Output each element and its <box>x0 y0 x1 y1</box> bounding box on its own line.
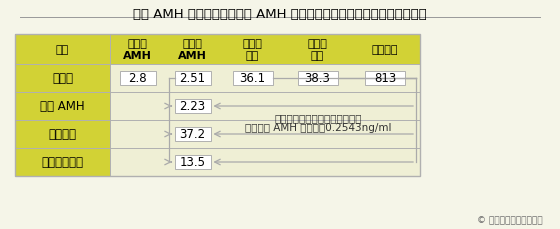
Text: 13.5: 13.5 <box>180 156 206 169</box>
Text: 生産前
年齢: 生産前 年齢 <box>242 39 263 60</box>
Text: 年齢と間隔から導かれる理論値: 年齢と間隔から導かれる理論値 <box>274 112 362 123</box>
Bar <box>15 120 110 148</box>
Bar <box>175 100 211 114</box>
Text: 38.3: 38.3 <box>305 72 330 85</box>
Text: 項目: 項目 <box>56 45 69 55</box>
Bar <box>119 72 156 86</box>
Bar <box>15 93 110 120</box>
Text: 測定間隔: 測定間隔 <box>372 45 398 55</box>
Text: 36.1: 36.1 <box>240 72 265 85</box>
Text: １年での AMH 低下量＝0.2543ng/ml: １年での AMH 低下量＝0.2543ng/ml <box>245 123 391 132</box>
Text: 37.2: 37.2 <box>179 128 206 141</box>
Text: © 医療法人社團　永遠幸: © 医療法人社團 永遠幸 <box>477 215 543 224</box>
Text: 2.23: 2.23 <box>179 100 206 113</box>
Bar <box>297 72 338 86</box>
Text: 2.51: 2.51 <box>179 72 206 85</box>
Bar <box>15 148 110 176</box>
Bar <box>175 72 211 86</box>
Text: 813: 813 <box>374 72 396 85</box>
Text: 実測値: 実測値 <box>52 72 73 85</box>
Text: 生産後
年齢: 生産後 年齢 <box>307 39 328 60</box>
Text: 予想 AMH: 予想 AMH <box>40 100 85 113</box>
Text: 生産後
AMH: 生産後 AMH <box>178 39 207 60</box>
Text: 予想年齢: 予想年齢 <box>49 128 77 141</box>
Bar <box>15 35 420 65</box>
Bar <box>175 155 211 169</box>
Bar <box>365 72 405 86</box>
Bar <box>232 72 273 86</box>
Bar <box>15 35 420 176</box>
Bar <box>15 65 110 93</box>
Text: 2.8: 2.8 <box>128 72 147 85</box>
Text: 生産前
AMH: 生産前 AMH <box>123 39 152 60</box>
Text: 卵巣休止期間: 卵巣休止期間 <box>41 156 83 169</box>
Bar <box>15 35 420 176</box>
Bar <box>175 128 211 141</box>
Text: 実測 AMH 値（年齢）と理論 AMH 値（年齢）から導かれる卵巣休止期間: 実測 AMH 値（年齢）と理論 AMH 値（年齢）から導かれる卵巣休止期間 <box>133 8 427 21</box>
